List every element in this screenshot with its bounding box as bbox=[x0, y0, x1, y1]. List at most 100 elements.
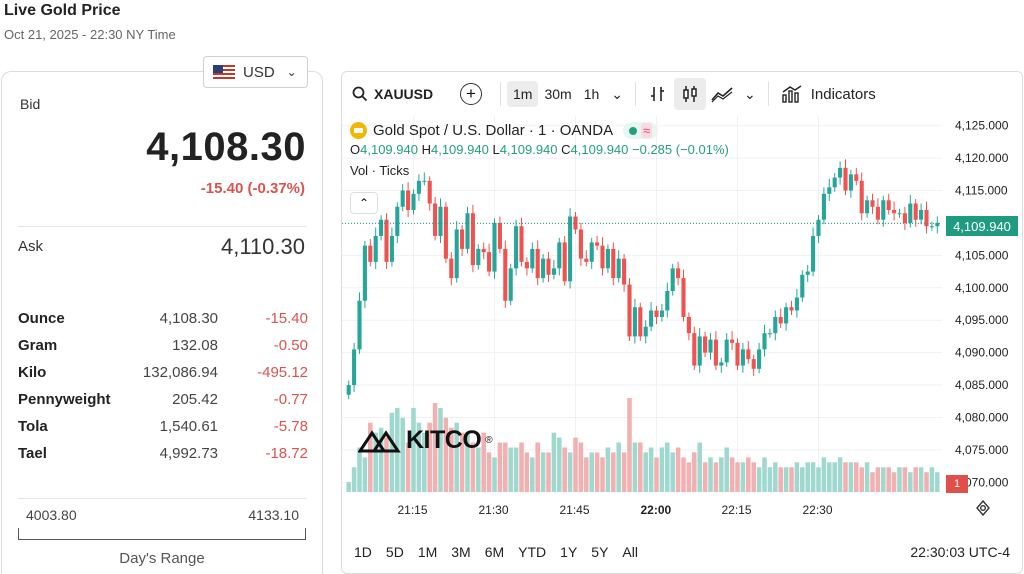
candle-body bbox=[492, 222, 497, 272]
candle-body bbox=[681, 278, 686, 317]
range-5d[interactable]: 5D bbox=[385, 544, 404, 560]
volume-bar bbox=[670, 452, 675, 492]
volume-bar bbox=[870, 472, 875, 492]
range-1m[interactable]: 1M bbox=[417, 544, 438, 560]
candle-body bbox=[789, 307, 794, 311]
range-1y[interactable]: 1Y bbox=[560, 544, 578, 560]
volume-bar bbox=[816, 467, 821, 492]
market-status-pill[interactable]: ≈ bbox=[623, 122, 659, 139]
candle-body bbox=[805, 271, 810, 275]
range-6m[interactable]: 6M bbox=[484, 544, 505, 560]
candle-body bbox=[778, 316, 783, 324]
candle-body bbox=[719, 362, 724, 366]
volume-bar bbox=[405, 442, 411, 492]
bar-chart-type-icon[interactable] bbox=[642, 78, 674, 110]
chart-widget: XAUUSD + 1m 30m 1h ⌄ ⌄ Indicators 4,125.… bbox=[341, 71, 1023, 574]
volume-bar bbox=[567, 452, 573, 492]
currency-selector[interactable]: USD ⌄ bbox=[203, 56, 308, 88]
candle-body bbox=[832, 177, 837, 188]
range-5y[interactable]: 5Y bbox=[591, 544, 609, 560]
interval-dropdown-icon[interactable]: ⌄ bbox=[611, 85, 623, 102]
indicators-button[interactable]: Indicators bbox=[781, 84, 876, 104]
settings-gear-icon[interactable] bbox=[975, 500, 991, 516]
volume-bar bbox=[632, 442, 638, 492]
day-range-label: Day's Range bbox=[119, 550, 205, 567]
volume-bar bbox=[357, 447, 362, 492]
range-1d[interactable]: 1D bbox=[354, 544, 372, 560]
interval-1m[interactable]: 1m bbox=[507, 81, 539, 107]
candle-body bbox=[573, 216, 578, 230]
candle-body bbox=[535, 248, 540, 279]
area-chart-icon[interactable] bbox=[706, 78, 738, 110]
volume-bar bbox=[638, 442, 643, 492]
candle-body bbox=[670, 268, 675, 292]
unit-name: Tael bbox=[18, 445, 47, 462]
candle-body bbox=[908, 203, 913, 223]
candle-body bbox=[497, 222, 502, 249]
volume-bar bbox=[886, 467, 891, 492]
volume-bar bbox=[465, 432, 470, 492]
volume-bar bbox=[627, 398, 632, 492]
candle-body bbox=[654, 310, 659, 317]
candle-body bbox=[379, 219, 384, 236]
volume-bar bbox=[416, 422, 422, 492]
range-all[interactable]: All bbox=[622, 544, 638, 560]
candle-body bbox=[460, 229, 465, 249]
candle-body bbox=[546, 258, 551, 275]
candle-body bbox=[767, 333, 772, 335]
volume-bar bbox=[859, 467, 864, 492]
volume-bar bbox=[746, 457, 751, 492]
x-tick-label: 21:15 bbox=[398, 503, 428, 517]
y-tick-label: 4,080.000 bbox=[955, 410, 1009, 424]
candle-body bbox=[400, 190, 405, 207]
volume-bar bbox=[837, 457, 843, 492]
volume-bar bbox=[470, 442, 476, 492]
y-tick-label: 4,085.000 bbox=[955, 378, 1009, 392]
candle-body bbox=[784, 307, 789, 324]
unit-value: 4,992.73 bbox=[159, 445, 218, 462]
unit-table: Ounce 4,108.30 -15.40 Gram 132.08 -0.50 … bbox=[18, 305, 308, 467]
volume-bar bbox=[584, 457, 589, 492]
unit-name: Tola bbox=[18, 418, 48, 435]
volume-bar bbox=[400, 417, 405, 492]
unit-change: -495.12 bbox=[257, 364, 308, 381]
range-3m[interactable]: 3M bbox=[451, 544, 471, 560]
candlestick-icon[interactable] bbox=[674, 78, 706, 110]
candle-body bbox=[443, 206, 448, 259]
candle-body bbox=[686, 316, 691, 334]
interval-30m[interactable]: 30m bbox=[544, 86, 572, 102]
range-ytd[interactable]: YTD bbox=[518, 544, 547, 560]
volume-bar bbox=[411, 407, 416, 492]
collapse-legend-button[interactable]: ⌃ bbox=[350, 192, 378, 214]
volume-bar bbox=[773, 462, 778, 492]
candle-body bbox=[368, 245, 373, 262]
candle-body bbox=[362, 245, 367, 301]
volume-bar bbox=[432, 402, 438, 492]
volume-bar bbox=[422, 432, 427, 492]
volume-bar bbox=[724, 447, 729, 492]
x-tick-label: 22:30 bbox=[803, 503, 833, 517]
unit-name: Gram bbox=[18, 337, 58, 354]
y-tick-label: 4,095.000 bbox=[955, 313, 1009, 327]
chart-type-dropdown-icon[interactable]: ⌄ bbox=[744, 85, 756, 102]
volume-bar bbox=[891, 472, 897, 492]
indicators-icon bbox=[782, 85, 802, 103]
symbol-label: XAUUSD bbox=[374, 86, 434, 102]
compare-plus-icon[interactable]: + bbox=[460, 83, 482, 105]
interval-1h[interactable]: 1h bbox=[583, 86, 600, 102]
volume-bar bbox=[832, 462, 837, 492]
volume-bar bbox=[751, 462, 756, 492]
volume-bar bbox=[708, 457, 713, 492]
candle-body bbox=[665, 291, 670, 311]
candle-body bbox=[384, 219, 389, 262]
divider bbox=[18, 226, 306, 227]
volume-bar bbox=[789, 467, 794, 492]
volume-bar bbox=[454, 422, 459, 492]
y-tick-label: 4,090.000 bbox=[955, 346, 1009, 360]
candle-body bbox=[713, 339, 718, 366]
price-panel bbox=[1, 71, 323, 574]
candle-body bbox=[503, 248, 508, 301]
symbol-search[interactable]: XAUUSD bbox=[352, 86, 460, 102]
volume-bar bbox=[546, 452, 551, 492]
price-chart[interactable]: 4,125.0004,120.0004,115.0004,110.0004,10… bbox=[342, 116, 1022, 530]
